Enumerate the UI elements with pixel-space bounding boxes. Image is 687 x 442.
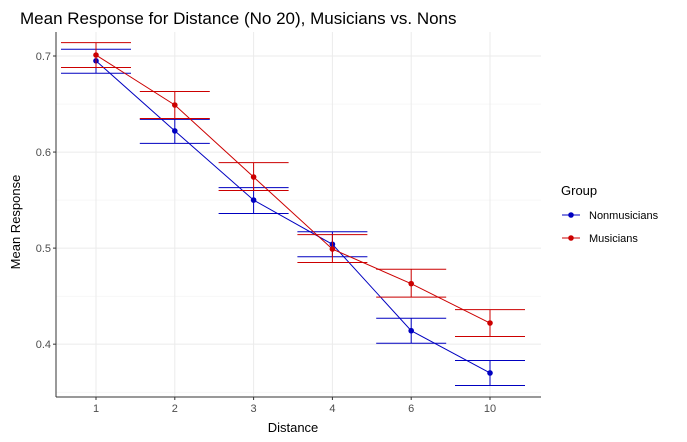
data-point-musicians [172, 102, 178, 108]
chart-title: Mean Response for Distance (No 20), Musi… [20, 9, 457, 28]
x-tick-label: 3 [251, 403, 257, 415]
series-line-nonmusicians [95, 60, 491, 374]
legend-key-point-musicians [568, 235, 574, 241]
series-nonmusicians [61, 48, 525, 386]
y-tick-label: 0.5 [36, 243, 51, 255]
x-tick-label: 6 [408, 403, 414, 415]
x-tick-label: 4 [329, 403, 335, 415]
data-point-nonmusicians [408, 327, 415, 334]
y-tick-label: 0.4 [36, 339, 51, 351]
x-tick-label: 1 [93, 403, 99, 415]
series-musicians [61, 42, 525, 337]
x-tick-label: 10 [484, 403, 496, 415]
data-point-nonmusicians [172, 128, 178, 134]
y-tick-label: 0.6 [36, 147, 51, 159]
plot-area: 0.4 0.5 0.6 0.7 1 2 3 4 6 10 [36, 32, 541, 415]
data-point-musicians [250, 174, 257, 180]
data-point-nonmusicians [487, 370, 493, 376]
data-point-musicians [487, 320, 493, 326]
x-tick-label: 2 [172, 403, 178, 415]
series-line-musicians [95, 54, 491, 324]
x-axis-title: Distance [268, 420, 319, 435]
legend-key-point-nonmusicians [568, 212, 574, 218]
panel-background [56, 32, 541, 397]
data-point-musicians [93, 52, 99, 58]
y-axis-title: Mean Response [8, 175, 23, 270]
legend-label-musicians: Musicians [589, 233, 638, 245]
y-tick-label: 0.7 [36, 51, 51, 63]
legend-title: Group [561, 183, 597, 198]
data-point-musicians [408, 280, 415, 287]
data-point-musicians [329, 246, 336, 252]
legend: Group Nonmusicians Musicians [561, 183, 659, 245]
legend-label-nonmusicians: Nonmusicians [589, 210, 659, 222]
data-point-nonmusicians [250, 197, 257, 203]
